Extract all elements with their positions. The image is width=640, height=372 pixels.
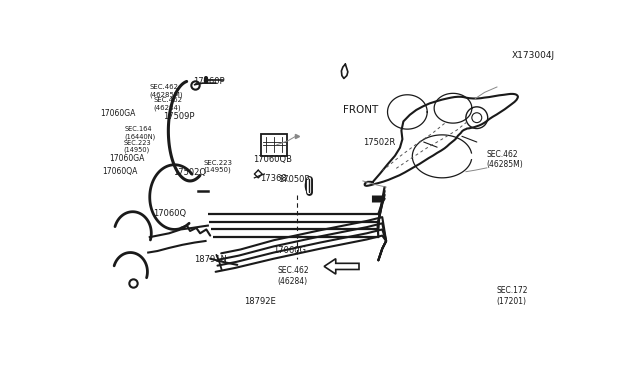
Text: FRONT: FRONT <box>343 105 378 115</box>
Polygon shape <box>324 259 359 274</box>
Text: SEC.462
(46284): SEC.462 (46284) <box>277 266 309 286</box>
Text: 17060GA: 17060GA <box>109 154 144 163</box>
Text: X173004J: X173004J <box>511 51 555 60</box>
Text: SEC.172
(17201): SEC.172 (17201) <box>497 286 528 306</box>
Text: SEC.462
(46285M): SEC.462 (46285M) <box>486 150 524 170</box>
Text: 17060QB: 17060QB <box>253 155 292 164</box>
Text: 17502R: 17502R <box>363 138 395 147</box>
Text: 17509P: 17509P <box>163 112 195 121</box>
Text: 17050P: 17050P <box>278 175 310 185</box>
Text: 17060Q: 17060Q <box>154 209 186 218</box>
Text: 17368: 17368 <box>260 174 287 183</box>
Text: 17060QA: 17060QA <box>102 167 138 176</box>
Text: 17060G: 17060G <box>273 246 307 255</box>
Text: SEC.164
(16440N): SEC.164 (16440N) <box>125 126 156 140</box>
Text: SEC.462
(46284): SEC.462 (46284) <box>154 97 182 111</box>
Text: 17502Q: 17502Q <box>173 169 206 177</box>
Text: 17060GA: 17060GA <box>100 109 135 118</box>
Text: 18792E: 18792E <box>244 296 275 305</box>
Text: SEC.223
(14950): SEC.223 (14950) <box>203 160 232 173</box>
FancyBboxPatch shape <box>260 134 287 155</box>
Text: SEC.223
(14950): SEC.223 (14950) <box>124 140 151 153</box>
Text: SEC.462
(46285M): SEC.462 (46285M) <box>150 84 183 98</box>
Text: 18791N: 18791N <box>194 255 227 264</box>
Text: 17060P: 17060P <box>193 77 225 86</box>
